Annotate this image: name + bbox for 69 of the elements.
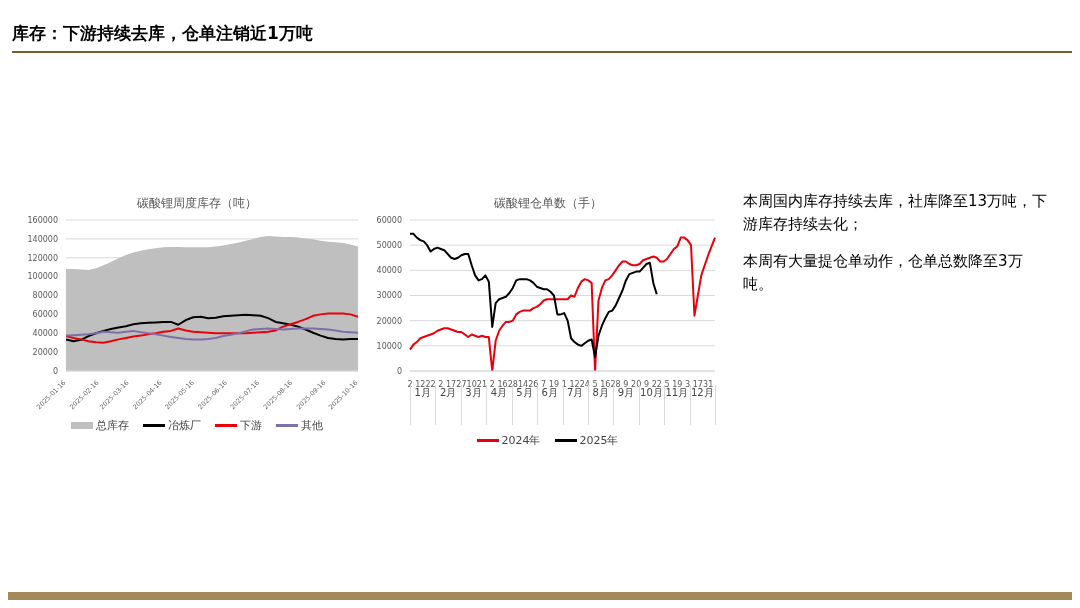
y-tick-label: 60000 <box>32 310 58 320</box>
y-tick-label: 120000 <box>27 253 58 263</box>
y-tick-label: 20000 <box>32 347 58 357</box>
y-tick-label: 50000 <box>376 241 402 251</box>
legend-label: 2025年 <box>578 433 619 448</box>
y-tick-label: 140000 <box>27 234 58 244</box>
x-tick-label: 5 <box>664 380 670 389</box>
y-tick-label: 100000 <box>27 272 58 282</box>
x-tick-label: 22 <box>651 380 662 389</box>
line-series <box>409 236 716 371</box>
text: 3月 <box>464 387 483 399</box>
x-tick-label: 3 <box>685 380 691 389</box>
text: 库存：下游持续去库，仓单注销近1万吨 <box>12 22 314 45</box>
x-tick-label: 26 <box>528 380 539 389</box>
x-tick-label: 16 <box>600 380 611 389</box>
legend-label: 冶炼厂 <box>167 418 201 433</box>
x-tick-label: 7 <box>541 380 547 389</box>
legend-label: 2024年 <box>500 433 541 448</box>
x-tick-label: 27 <box>456 380 467 389</box>
x-tick-label: 12 <box>415 380 426 389</box>
y-tick-label: 20000 <box>376 316 402 326</box>
x-tick-label: 31 <box>703 380 714 389</box>
text: 10月 <box>640 387 664 399</box>
text: 6月 <box>540 387 558 399</box>
chart-title: 碳酸锂仓单数（手） <box>492 195 603 212</box>
y-tick-label: 40000 <box>376 266 402 276</box>
text: 11月 <box>664 387 689 399</box>
x-tick-label: 10 <box>466 380 477 389</box>
x-tick-label: 21 <box>476 380 488 389</box>
x-tick-label: 19 <box>548 380 560 389</box>
text: 1月 <box>414 387 431 398</box>
text: 5月 <box>516 387 533 399</box>
text: 8月 <box>592 387 609 398</box>
x-tick-label: 2 <box>489 380 495 389</box>
x-tick-label: 12 <box>569 380 580 389</box>
x-tick-label: 22 <box>425 380 436 389</box>
x-tick-label: 20 <box>631 380 642 389</box>
x-tick-label: 9 <box>623 380 629 389</box>
y-tick-label: 80000 <box>32 291 58 301</box>
x-tick-label: 5 <box>592 380 598 389</box>
legend-label: 下游 <box>239 418 262 433</box>
x-tick-label: 17 <box>692 380 703 389</box>
x-tick-label: 28 <box>610 380 621 389</box>
legend-label: 其他 <box>300 418 323 433</box>
legend-label: 总库存 <box>95 418 129 433</box>
line-series <box>409 232 658 359</box>
chart-title: 碳酸锂周度库存（吨） <box>136 195 258 212</box>
x-tick-label: 2 <box>438 380 444 389</box>
text: 本周国内库存持续去库，社库降至13万吨，下游库存持续去化； <box>743 191 1048 235</box>
x-tick-label: 19 <box>672 380 683 389</box>
y-tick-label: 30000 <box>376 291 402 301</box>
x-tick-label: 28 <box>507 380 518 389</box>
text: 4月 <box>490 387 508 398</box>
x-tick-label: 9 <box>643 380 650 389</box>
text: 9月 <box>617 387 635 399</box>
line-series <box>66 327 358 341</box>
text: 本周有大量提仓单动作，仓单总数降至3万吨。 <box>743 251 1024 295</box>
text: 7月 <box>567 387 584 398</box>
y-tick-label: 40000 <box>32 329 58 339</box>
text: 2月 <box>439 387 457 398</box>
y-tick-label: 0 <box>52 366 58 376</box>
x-tick-label: 14 <box>518 380 529 389</box>
text: 12月 <box>690 387 715 399</box>
y-tick-label: 60000 <box>376 215 402 225</box>
y-tick-label: 0 <box>396 366 402 376</box>
x-tick-label: 17 <box>446 380 457 389</box>
y-tick-label: 10000 <box>376 341 402 351</box>
y-tick-label: 160000 <box>27 215 58 225</box>
x-tick-label: 16 <box>497 380 508 389</box>
